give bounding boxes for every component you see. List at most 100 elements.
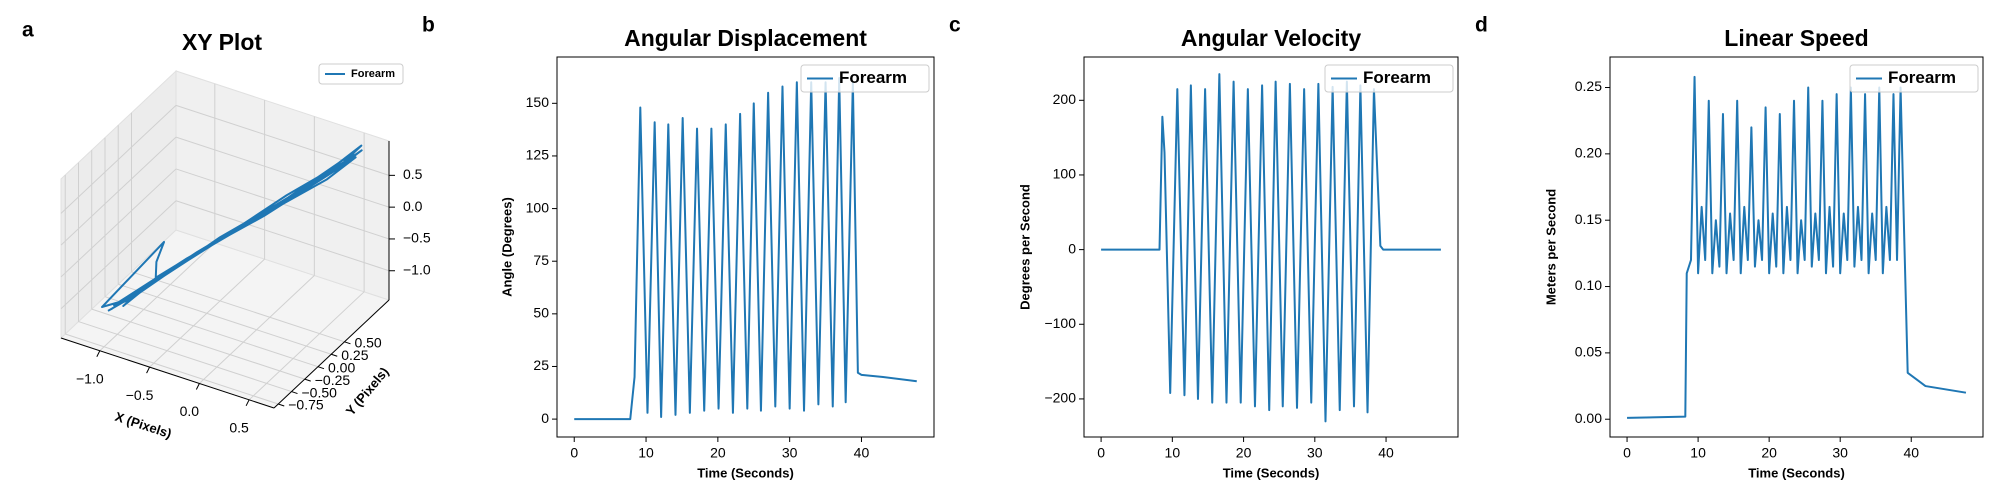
x-tick-label: 0 [1097, 445, 1105, 461]
z-tick-label: 0.0 [403, 198, 423, 214]
x-tick-label: 0 [570, 445, 578, 461]
y-tick-label: 0.05 [1575, 344, 1602, 360]
x-tick-label: 30 [782, 445, 798, 461]
panel-letter: c [949, 14, 961, 37]
legend-label: Forearm [1363, 68, 1431, 87]
y-tick [317, 366, 325, 370]
y-tick-label: 0.25 [341, 347, 368, 363]
x-tick-label: 0 [1623, 445, 1631, 461]
y-tick-label: 0.00 [328, 359, 355, 375]
y-tick-label: 0 [541, 410, 549, 426]
x-tick-label: 10 [1690, 445, 1706, 461]
grid-line [104, 296, 319, 368]
x-tick-label: 30 [1307, 445, 1323, 461]
x-tick-label: 20 [1761, 445, 1777, 461]
chart-title: Angular Velocity [1181, 25, 1361, 51]
grid-line [175, 136, 390, 208]
y-tick-label: 0.25 [1575, 78, 1602, 94]
y-tick-label: 25 [533, 357, 549, 373]
y-tick-label: 0.20 [1575, 145, 1602, 161]
y-tick [304, 378, 311, 382]
x-axis-label: Time (Seconds) [1223, 465, 1320, 480]
y-tick [291, 391, 298, 395]
z-tick-label: 0.5 [403, 166, 423, 182]
grid-line [175, 104, 390, 176]
y-tick-label: 0.10 [1575, 277, 1602, 293]
x-tick-label: 40 [1903, 445, 1919, 461]
y-tick-label: −200 [1044, 390, 1076, 406]
x-tick-label: 30 [1832, 445, 1848, 461]
y-tick-label: 200 [1053, 91, 1077, 107]
y-axis-label: Meters per Second [1543, 189, 1558, 305]
panel-letter: a [22, 19, 34, 42]
legend-label: Forearm [839, 68, 907, 87]
x-tick-label: 0.5 [229, 420, 249, 436]
x-tick-label: 20 [710, 445, 726, 461]
panel-letter: b [422, 14, 435, 37]
axes-frame [1083, 56, 1459, 438]
x-axis-line [60, 337, 275, 409]
x-tick-label: 10 [638, 445, 654, 461]
x-tick [96, 350, 101, 357]
axes-frame [1609, 56, 1984, 438]
y-tick [331, 353, 338, 357]
x-tick-label: 0.0 [180, 403, 200, 419]
grid-line [60, 136, 177, 246]
x-tick [245, 399, 250, 407]
y-tick-label: 150 [526, 94, 550, 110]
legend-box [1849, 64, 1979, 93]
y-axis-line [273, 299, 390, 409]
z-tick-label: −1.0 [403, 261, 431, 277]
data-line [100, 144, 363, 312]
y-tick-label: 0.15 [1575, 211, 1602, 227]
x-tick-label: −0.5 [126, 387, 154, 403]
panel-letter: d [1475, 14, 1488, 37]
y-tick-label: 0.00 [1575, 410, 1602, 426]
data-line [574, 77, 917, 421]
legend-box [318, 63, 404, 85]
x-tick-label: 20 [1236, 445, 1252, 461]
y-axis-label: Degrees per Second [1017, 184, 1032, 310]
grid-line [91, 308, 305, 380]
y-tick [344, 341, 351, 345]
legend-label: Forearm [1888, 68, 1956, 87]
y-tick-label: −0.75 [288, 397, 324, 413]
legend-label: Forearm [351, 68, 395, 80]
grid-line [65, 333, 279, 405]
chart-title: XY Plot [182, 29, 262, 55]
y-tick-label: 0 [1068, 240, 1076, 256]
chart-title: Angular Displacement [624, 25, 867, 51]
y-tick-label: 50 [533, 305, 549, 321]
data-line [1627, 75, 1967, 419]
y-tick-label: −100 [1044, 315, 1076, 331]
x-axis-label: Time (Seconds) [1748, 465, 1845, 480]
x-tick [195, 383, 200, 390]
y-tick-label: 100 [1053, 166, 1077, 182]
legend-box [800, 64, 930, 93]
y-tick-label: 75 [533, 252, 549, 268]
axes-frame [556, 56, 935, 438]
y-tick-label: 100 [526, 199, 550, 215]
y-tick-label: −0.25 [315, 372, 351, 388]
y-tick-label: −0.50 [301, 384, 337, 400]
chart-title: Linear Speed [1724, 25, 1868, 51]
y-tick-label: 0.50 [354, 335, 381, 351]
z-tick-label: −0.5 [403, 230, 431, 246]
data-line [1101, 73, 1441, 423]
x-tick-label: 40 [1378, 445, 1394, 461]
grid-line [60, 168, 177, 278]
grid-line [60, 104, 177, 214]
grid-line [175, 200, 390, 272]
grid-line [60, 200, 177, 310]
x-tick-label: −1.0 [76, 370, 104, 386]
y-axis-label: Angle (Degrees) [499, 197, 514, 297]
grid-line [78, 321, 292, 393]
grid-line [118, 283, 332, 355]
x-axis-label: X (Pixels) [113, 409, 173, 441]
x-axis-label: Time (Seconds) [697, 465, 794, 480]
x-tick-label: 40 [854, 445, 870, 461]
x-tick [146, 366, 151, 374]
legend-box [1324, 64, 1454, 93]
y-tick [278, 403, 285, 407]
